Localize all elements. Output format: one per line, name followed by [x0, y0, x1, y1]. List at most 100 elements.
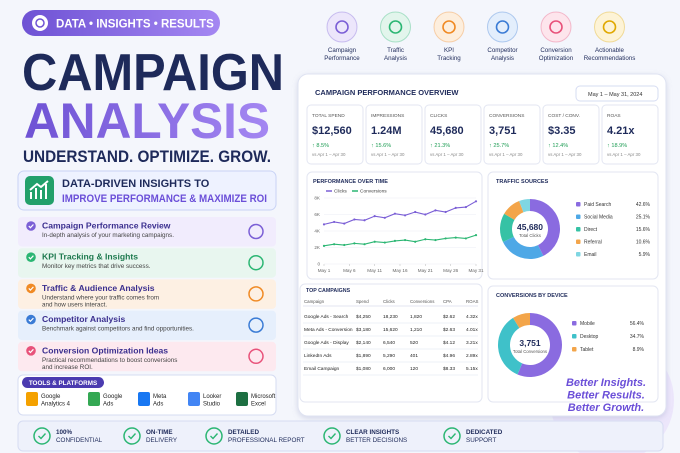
table-cell: $3,180: [356, 327, 371, 333]
x-tick-label: May 11: [367, 268, 382, 273]
chart-title: CONVERSIONS BY DEVICE: [496, 293, 568, 299]
feature-check-mark: [28, 224, 34, 229]
kpi-card: [365, 104, 423, 165]
date-picker[interactable]: [575, 85, 659, 102]
tool-name: Google: [103, 394, 123, 400]
service-glyph: [602, 20, 617, 34]
kpi-period: vs Apr 1 – Apr 30: [312, 152, 346, 157]
legend-label: Tablet: [580, 347, 594, 353]
table-cell: $2.62: [443, 314, 455, 320]
table-cell: 5,290: [383, 353, 395, 359]
table-cell: $2,140: [356, 340, 371, 346]
point: [322, 223, 326, 226]
point: [363, 219, 366, 222]
point: [373, 240, 376, 243]
table-cell: Google Ads - Display: [304, 340, 349, 346]
feature-title: Traffic & Audience Analysis: [42, 283, 155, 293]
guarantee-icon: [323, 427, 341, 445]
feature-check: [26, 221, 36, 231]
y-tick-label: 6K: [314, 212, 321, 217]
kpi-card: [424, 104, 482, 165]
insight-box: [17, 170, 277, 211]
legend-label: Conversions: [360, 189, 387, 195]
date-range: May 1 – May 31, 2024: [588, 92, 642, 98]
feature-desc: and how users interact.: [42, 301, 107, 308]
feature-check-mark: [28, 255, 34, 260]
table-cell: 1,210: [410, 327, 422, 333]
series-line: [323, 200, 477, 225]
y-tick-label: 2K: [314, 245, 321, 250]
x-tick-label: May 1: [318, 268, 331, 273]
kpi-period: vs Apr 1 – Apr 30: [430, 152, 464, 157]
kpi-value: 3,751: [489, 125, 517, 137]
value-label: 8.9%: [633, 347, 645, 353]
feature-desc: Monitor key metrics that drive success.: [42, 263, 151, 270]
feature-icon: [248, 286, 264, 302]
tool-name: Excel: [251, 402, 266, 408]
service-icon: [540, 11, 572, 43]
value-label: 34.7%: [630, 334, 645, 340]
table-cell: LinkedIn Ads: [304, 353, 332, 359]
tool-name: Google: [41, 394, 61, 400]
value-label: 25.1%: [636, 215, 651, 221]
card: [487, 171, 659, 280]
feature-title: Conversion Optimization Ideas: [42, 345, 168, 355]
kpi-card: [601, 104, 659, 165]
feature-desc: and increase ROI.: [42, 364, 93, 371]
point: [363, 243, 366, 246]
donut-slice: [502, 236, 544, 260]
tool-name: Analytics 4: [41, 402, 71, 408]
tool-name: Ads: [153, 402, 163, 408]
service-icon: [594, 11, 625, 43]
kpi-value: 1.24M: [371, 125, 402, 137]
guarantee-text: ON-TIME: [146, 429, 173, 436]
center-value: 45,680: [517, 222, 543, 232]
legend-swatch: [576, 239, 581, 244]
service-icon: [380, 11, 411, 43]
kpi-label: TOTAL SPEND: [312, 113, 345, 119]
tool-name: Meta: [153, 394, 167, 400]
value-label: 42.6%: [636, 202, 651, 208]
service-glyph: [388, 20, 403, 34]
tool-logo: [138, 392, 150, 406]
legend-label: Paid Search: [584, 202, 611, 208]
feature: [18, 248, 276, 278]
table-cell: 4.32x: [466, 314, 478, 320]
table-cell: $1,890: [356, 353, 371, 359]
legend-label: Clicks: [334, 189, 347, 195]
table-cell: 6,540: [383, 340, 395, 346]
guarantee-glyph: [448, 433, 457, 440]
dashboard-title: CAMPAIGN PERFORMANCE OVERVIEW: [315, 88, 459, 97]
point: [322, 244, 326, 247]
table-cell: Google Ads - Search: [304, 314, 349, 320]
service-icon: [326, 11, 358, 43]
kpi-change: ↑ 21.3%: [430, 143, 450, 149]
table-cell: 18,230: [383, 314, 398, 320]
point: [333, 243, 336, 246]
slogan: Better Growth.: [568, 402, 644, 414]
donut-slice: [517, 313, 562, 377]
kpi-card: [306, 104, 364, 165]
point: [383, 216, 386, 219]
service-glyph: [549, 20, 563, 34]
feature-check-mark: [28, 286, 34, 291]
service-label: Campaign: [328, 47, 357, 54]
feature-title: KPI Tracking & Insights: [42, 252, 138, 262]
point: [454, 236, 457, 239]
service-label: Traffic: [387, 47, 404, 54]
table-cell: 401: [410, 353, 418, 359]
table-cell: 6,000: [383, 366, 395, 372]
feature-desc: Understand where your traffic comes from: [42, 294, 159, 301]
kpi-period: vs Apr 1 – Apr 30: [607, 152, 641, 157]
point: [414, 240, 417, 243]
feature-check: [26, 252, 36, 262]
table-cell: $8.33: [443, 366, 455, 372]
table-header: Conversions: [410, 299, 435, 304]
guarantee-glyph: [128, 433, 137, 440]
tagline: UNDERSTAND. OPTIMIZE. GROW.: [23, 148, 271, 166]
x-tick-label: May 6: [343, 268, 356, 273]
service-glyph: [335, 20, 349, 34]
value-label: 15.6%: [636, 227, 651, 233]
donut-slice: [500, 213, 515, 243]
donut-slice: [497, 317, 523, 375]
